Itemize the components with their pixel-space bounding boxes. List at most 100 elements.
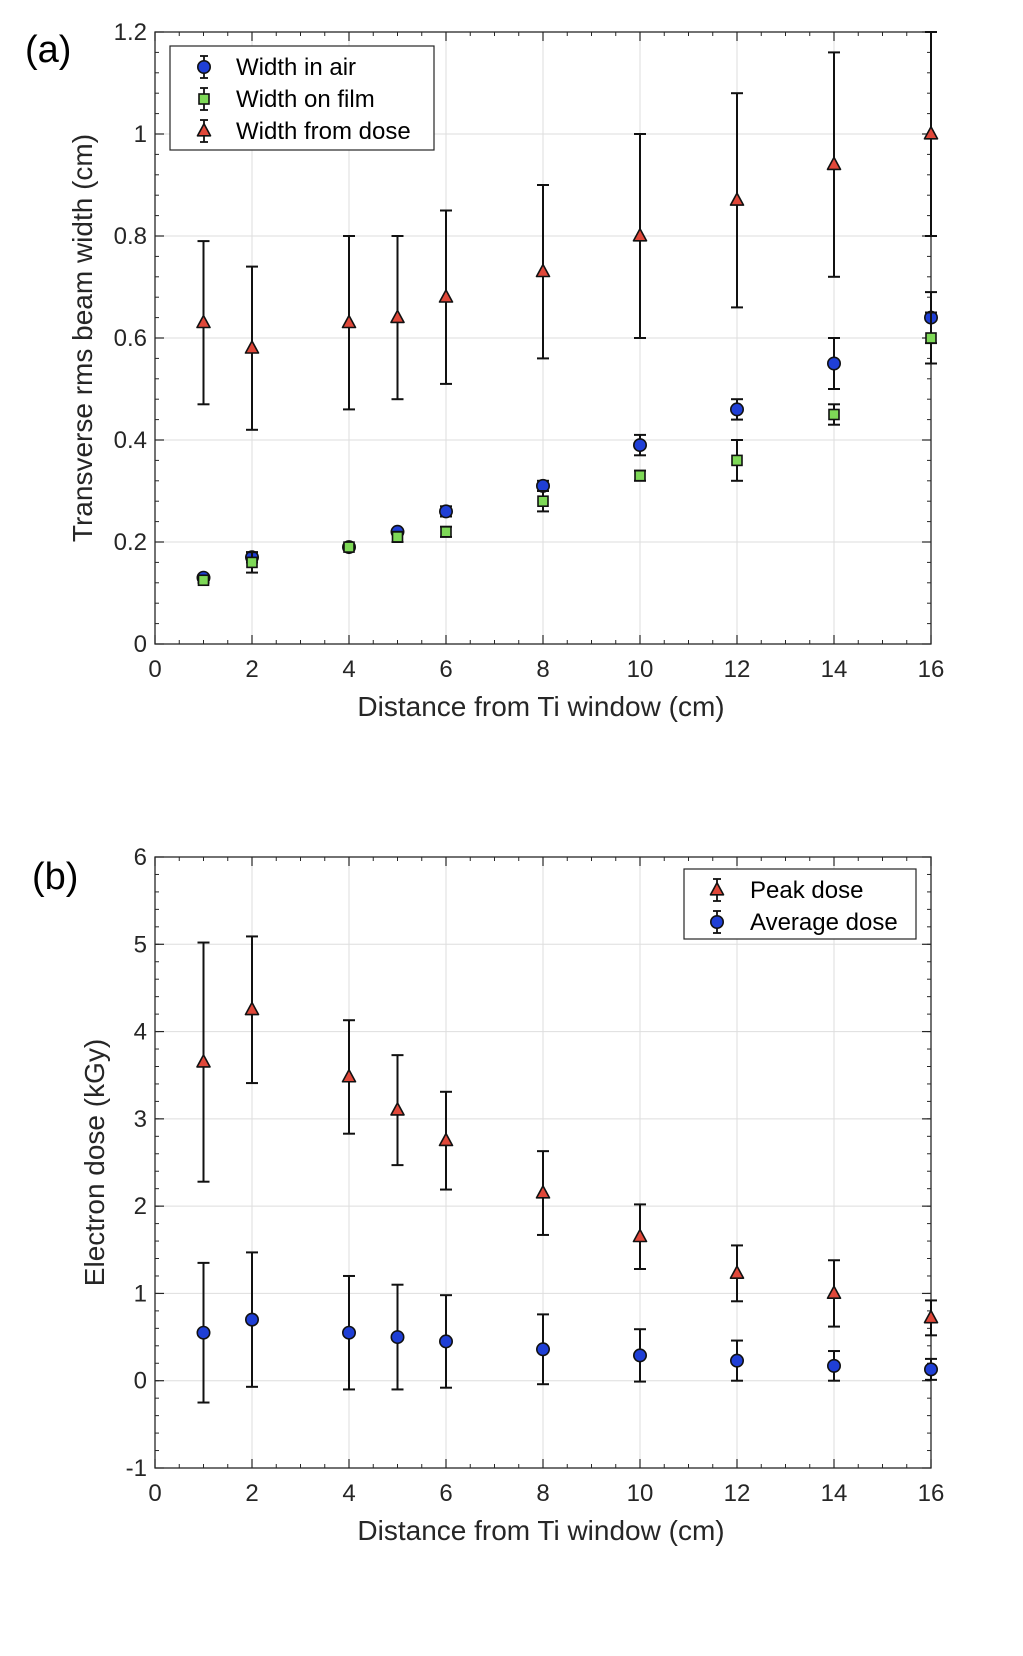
data-point [341,1325,356,1340]
y-tick-label: 4 [134,1019,147,1046]
data-point [729,1265,745,1279]
data-point [196,1054,211,1068]
series-width-on-film [197,311,937,587]
data-point [535,263,551,278]
y-tick-label: -1 [126,1455,147,1482]
data-point [438,504,453,519]
data-point [343,541,355,553]
x-tick-label: 12 [724,1480,751,1507]
x-tick-label: 6 [439,656,452,683]
y-tick-label: 0.6 [114,325,147,352]
data-point [244,1001,260,1016]
legend-icon-circle [197,55,212,79]
data-point [438,289,454,303]
data-point [826,356,841,371]
series-width-from-dose [196,31,939,431]
data-point [438,1334,453,1349]
x-tick-label: 0 [148,1480,161,1507]
legend-marker [709,881,725,896]
y-axis-label: Electron dose (kGy) [79,1039,110,1286]
x-tick-label: 14 [821,656,848,683]
data-point [438,1132,454,1147]
data-point [535,1342,550,1357]
series-average-dose [196,1251,938,1404]
data-point [391,531,404,543]
data-point [197,574,210,587]
data-point [731,454,743,467]
data-point [826,1358,841,1373]
panel-label: (a) [25,29,71,71]
data-point [632,228,648,242]
legend-marker [709,914,724,929]
x-tick-label: 2 [245,1480,258,1507]
legend-box [169,45,435,151]
chart-panel-a: 0 2 4 6 8 10 12 14 16 0 0.2 0.4 0.6 0.8 1 1.2 Distance f… [25,19,944,722]
legend-marker [197,59,212,74]
legend-box [683,868,917,940]
legend: Peak dose Average dose [683,868,917,940]
legend-entry-label: Width on film [236,86,375,113]
legend-icon-circle [709,910,724,934]
data-point [634,469,646,482]
data-point [390,1330,405,1345]
data-point [341,314,357,329]
x-tick-label: 0 [148,656,161,683]
y-tick-label: 2 [134,1193,147,1220]
data-point [729,192,745,206]
data-point [341,1068,357,1083]
legend-entry-label: Width in air [236,54,356,81]
x-tick-label: 4 [342,1480,355,1507]
data-point [246,556,258,569]
y-tick-label: 6 [134,844,147,871]
data-point [632,438,647,453]
panel-label: (b) [32,856,78,898]
legend-icon-triangle [196,119,212,143]
y-tick-label: 0.8 [114,223,147,250]
y-tick-label: 0 [134,631,147,658]
data-point [826,1285,842,1300]
legend-entry-label: Peak dose [750,877,863,904]
y-tick-label: 5 [134,931,147,958]
y-tick-label: 1.2 [114,19,147,46]
x-tick-label: 4 [342,656,355,683]
data-point [925,332,937,344]
data-point [196,314,211,329]
data-point [729,402,744,417]
data-point [245,1312,260,1327]
data-point [440,525,452,538]
x-tick-label: 10 [627,656,654,683]
data-point [632,1348,647,1363]
data-point [537,495,549,508]
legend-icon-square [198,87,210,111]
legend-icon-triangle [709,878,725,902]
y-tick-label: 1 [134,121,147,148]
y-axis-label: Transverse rms beam width (cm) [67,134,98,542]
x-tick-label: 16 [918,1480,945,1507]
data-point [244,340,260,354]
data-point [390,1102,405,1116]
x-tick-label: 16 [918,656,945,683]
x-tick-label: 8 [536,1480,549,1507]
x-tick-label: 10 [627,1480,654,1507]
data-point [923,1362,938,1377]
legend: Width in air Width on film Width from dose [169,45,435,151]
series-peak-dose [196,935,939,1337]
data-point [828,408,840,421]
y-tick-label: 0.4 [114,427,147,454]
legend-entry-label: Average dose [750,909,898,936]
x-axis-label: Distance from Ti window (cm) [357,1515,724,1546]
legend-entry-label: Width from dose [236,118,411,145]
data-point [923,1309,939,1324]
data-point [826,156,842,171]
data-point [390,309,405,324]
x-tick-label: 6 [439,1480,452,1507]
x-axis-label: Distance from Ti window (cm) [357,691,724,722]
legend-marker [196,123,212,137]
axes-frame [154,856,932,1469]
data-point [632,1228,648,1243]
data-point [535,1185,551,1199]
x-tick-label: 14 [821,1480,848,1507]
